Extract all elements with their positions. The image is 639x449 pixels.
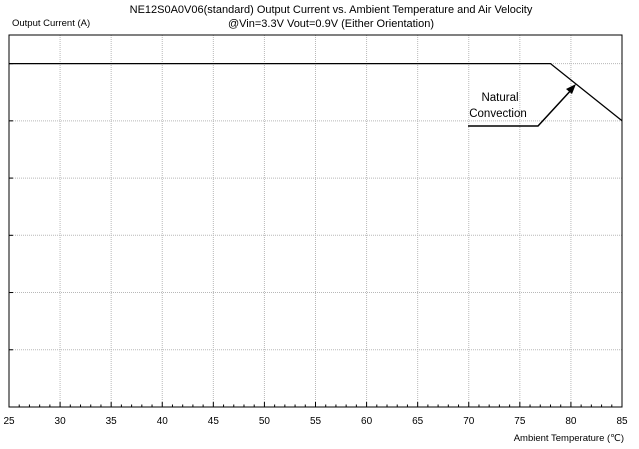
x-tick-label: 70	[463, 416, 475, 427]
grid	[9, 35, 622, 407]
x-tick-label: 55	[310, 416, 322, 427]
x-tick-label: 65	[412, 416, 424, 427]
annotation-leader-line	[468, 87, 574, 127]
series-line-natural-convection	[9, 62, 623, 122]
x-tick-label: 75	[514, 416, 526, 427]
x-tick-labels: 25 30 35 40 45 50 55 60 65 70 75 80 85	[3, 416, 628, 427]
x-tick-label: 30	[55, 416, 67, 427]
annotation-line-1: Natural	[481, 92, 518, 104]
x-tick-label: 85	[616, 416, 628, 427]
y-axis-label: Output Current (A)	[12, 18, 90, 29]
x-tick-label: 50	[259, 416, 271, 427]
x-tick-label: 45	[208, 416, 220, 427]
x-axis-label: Ambient Temperature (℃)	[514, 433, 624, 444]
annotation-line-2: Convection	[469, 108, 527, 120]
x-tick-label: 35	[106, 416, 118, 427]
chart-subtitle: @Vin=3.3V Vout=0.9V (Either Orientation)	[228, 18, 434, 30]
series-group	[9, 62, 623, 122]
x-tick-label: 25	[3, 416, 15, 427]
x-tick-label: 80	[565, 416, 577, 427]
x-tick-label: 40	[157, 416, 169, 427]
annotation: Natural Convection	[468, 84, 576, 127]
chart-title: NE12S0A0V06(standard) Output Current vs.…	[130, 4, 533, 16]
axis-ticks	[8, 63, 623, 407]
x-tick-label: 60	[361, 416, 373, 427]
annotation-arrowhead	[566, 84, 576, 94]
